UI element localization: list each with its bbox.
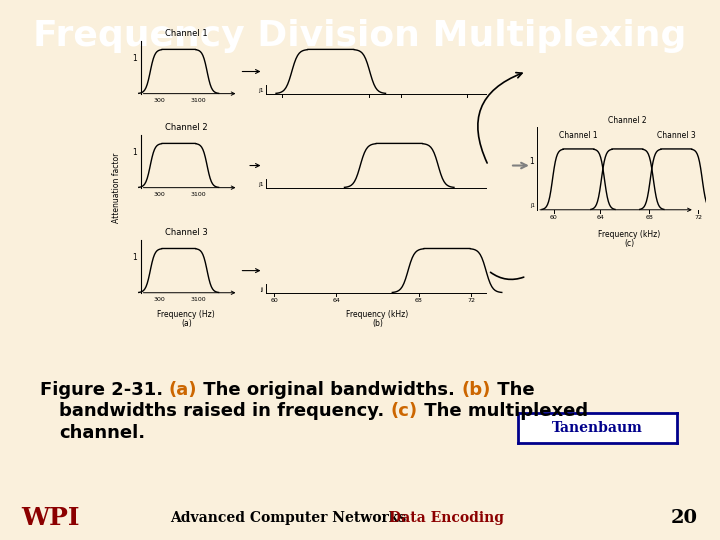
Text: (b): (b) [462, 381, 491, 399]
Text: 64: 64 [596, 215, 604, 220]
Text: (a): (a) [169, 381, 197, 399]
Text: The: The [491, 381, 535, 399]
Text: Channel 3: Channel 3 [165, 228, 207, 238]
Text: 68: 68 [415, 298, 423, 303]
Text: 3100: 3100 [190, 98, 206, 103]
Text: 3100: 3100 [190, 297, 206, 302]
Text: Frequency (kHz): Frequency (kHz) [346, 310, 409, 320]
Text: Tanenbaum: Tanenbaum [552, 421, 643, 435]
Text: Frequency Division Multiplexing: Frequency Division Multiplexing [33, 19, 687, 53]
Text: Advanced Computer Networks: Advanced Computer Networks [170, 511, 406, 525]
Text: 1: 1 [132, 253, 138, 262]
Text: 300: 300 [153, 297, 165, 302]
Text: 3100: 3100 [190, 192, 206, 197]
Text: bandwidths raised in frequency.: bandwidths raised in frequency. [59, 402, 390, 420]
Text: 1: 1 [529, 157, 534, 166]
Text: 72: 72 [694, 215, 702, 220]
Text: 20: 20 [670, 509, 698, 528]
Text: The multiplexed: The multiplexed [418, 402, 588, 420]
Text: Channel 1: Channel 1 [165, 29, 207, 38]
Text: 72: 72 [467, 298, 475, 303]
Text: 60: 60 [271, 298, 278, 303]
Text: j1: j1 [530, 203, 535, 208]
Text: (c): (c) [390, 402, 418, 420]
FancyArrowPatch shape [490, 272, 523, 279]
Text: Attenuation factor: Attenuation factor [112, 152, 121, 223]
Text: WPI: WPI [22, 507, 80, 530]
Text: (a): (a) [181, 319, 192, 328]
Text: 300: 300 [153, 192, 165, 197]
Text: j1: j1 [258, 182, 264, 187]
Text: 68: 68 [645, 215, 653, 220]
Text: 64: 64 [332, 298, 340, 303]
Text: Channel 3: Channel 3 [657, 131, 696, 140]
FancyArrowPatch shape [478, 72, 522, 163]
Text: Channel 2: Channel 2 [608, 116, 647, 125]
Text: Channel 1: Channel 1 [559, 131, 598, 140]
Text: Channel 2: Channel 2 [165, 123, 207, 132]
Text: Figure 2-31.: Figure 2-31. [40, 381, 169, 399]
Text: 300: 300 [153, 98, 165, 103]
Text: Frequency (kHz): Frequency (kHz) [598, 230, 661, 239]
Text: The original bandwidths.: The original bandwidths. [197, 381, 462, 399]
Text: 1: 1 [132, 148, 138, 157]
Text: (c): (c) [624, 239, 634, 247]
Text: 60: 60 [549, 215, 557, 220]
Text: Frequency (Hz): Frequency (Hz) [158, 310, 215, 320]
Text: channel.: channel. [59, 424, 145, 442]
Text: (b): (b) [372, 319, 383, 328]
Text: Data Encoding: Data Encoding [389, 511, 504, 525]
Text: jj: jj [261, 287, 264, 292]
Text: 1: 1 [132, 54, 138, 63]
Text: j1: j1 [258, 88, 264, 93]
